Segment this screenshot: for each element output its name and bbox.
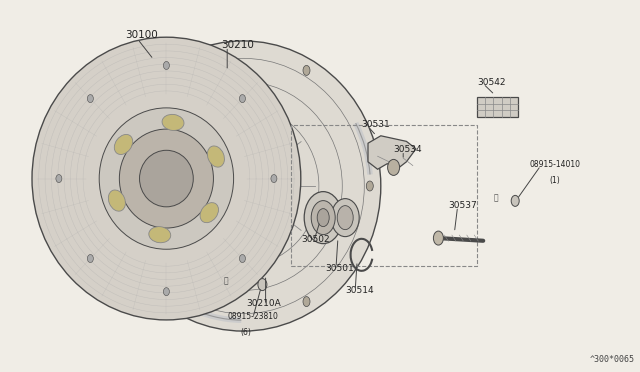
Ellipse shape — [108, 190, 125, 211]
Text: 08915-23810: 08915-23810 — [227, 312, 278, 321]
Ellipse shape — [120, 129, 214, 228]
Ellipse shape — [303, 65, 310, 76]
Ellipse shape — [303, 296, 310, 307]
Text: (1): (1) — [549, 176, 560, 185]
Ellipse shape — [88, 94, 93, 103]
Ellipse shape — [32, 37, 301, 320]
Ellipse shape — [163, 288, 170, 296]
Ellipse shape — [149, 227, 171, 243]
Ellipse shape — [366, 181, 373, 191]
Ellipse shape — [113, 181, 120, 191]
Text: 30100: 30100 — [125, 31, 158, 40]
Ellipse shape — [332, 199, 359, 237]
Ellipse shape — [311, 201, 335, 235]
Text: 30514: 30514 — [346, 286, 374, 295]
Text: 30542: 30542 — [477, 78, 506, 87]
Ellipse shape — [304, 192, 342, 244]
Ellipse shape — [239, 94, 245, 103]
Ellipse shape — [200, 203, 218, 223]
Text: 30534: 30534 — [394, 145, 422, 154]
Ellipse shape — [317, 209, 329, 227]
Ellipse shape — [115, 134, 132, 154]
Ellipse shape — [162, 115, 184, 131]
Bar — [291, 125, 477, 266]
Ellipse shape — [56, 174, 62, 183]
FancyBboxPatch shape — [477, 97, 518, 117]
Text: 30501: 30501 — [325, 264, 354, 273]
Text: Ⓥ: Ⓥ — [223, 276, 228, 285]
Text: 08915-14010: 08915-14010 — [530, 160, 581, 169]
Text: ^300*0065: ^300*0065 — [590, 355, 635, 364]
Ellipse shape — [88, 254, 93, 263]
Ellipse shape — [106, 41, 381, 331]
Ellipse shape — [433, 231, 444, 245]
Text: 30210A: 30210A — [246, 299, 281, 308]
Ellipse shape — [177, 296, 184, 307]
Polygon shape — [368, 136, 416, 169]
Ellipse shape — [337, 206, 353, 230]
Text: 30502: 30502 — [301, 235, 330, 244]
Ellipse shape — [177, 65, 184, 76]
Ellipse shape — [258, 279, 267, 291]
Ellipse shape — [239, 254, 245, 263]
Ellipse shape — [140, 150, 193, 207]
Text: 30531: 30531 — [362, 120, 390, 129]
Ellipse shape — [388, 159, 399, 176]
Text: 30210: 30210 — [221, 40, 253, 49]
Ellipse shape — [511, 195, 519, 206]
Ellipse shape — [271, 174, 277, 183]
Text: 30537: 30537 — [448, 201, 477, 210]
Text: Ⓥ: Ⓥ — [493, 193, 499, 202]
Ellipse shape — [99, 108, 234, 249]
Ellipse shape — [207, 146, 225, 167]
Ellipse shape — [163, 61, 170, 70]
Text: (6): (6) — [240, 328, 251, 337]
